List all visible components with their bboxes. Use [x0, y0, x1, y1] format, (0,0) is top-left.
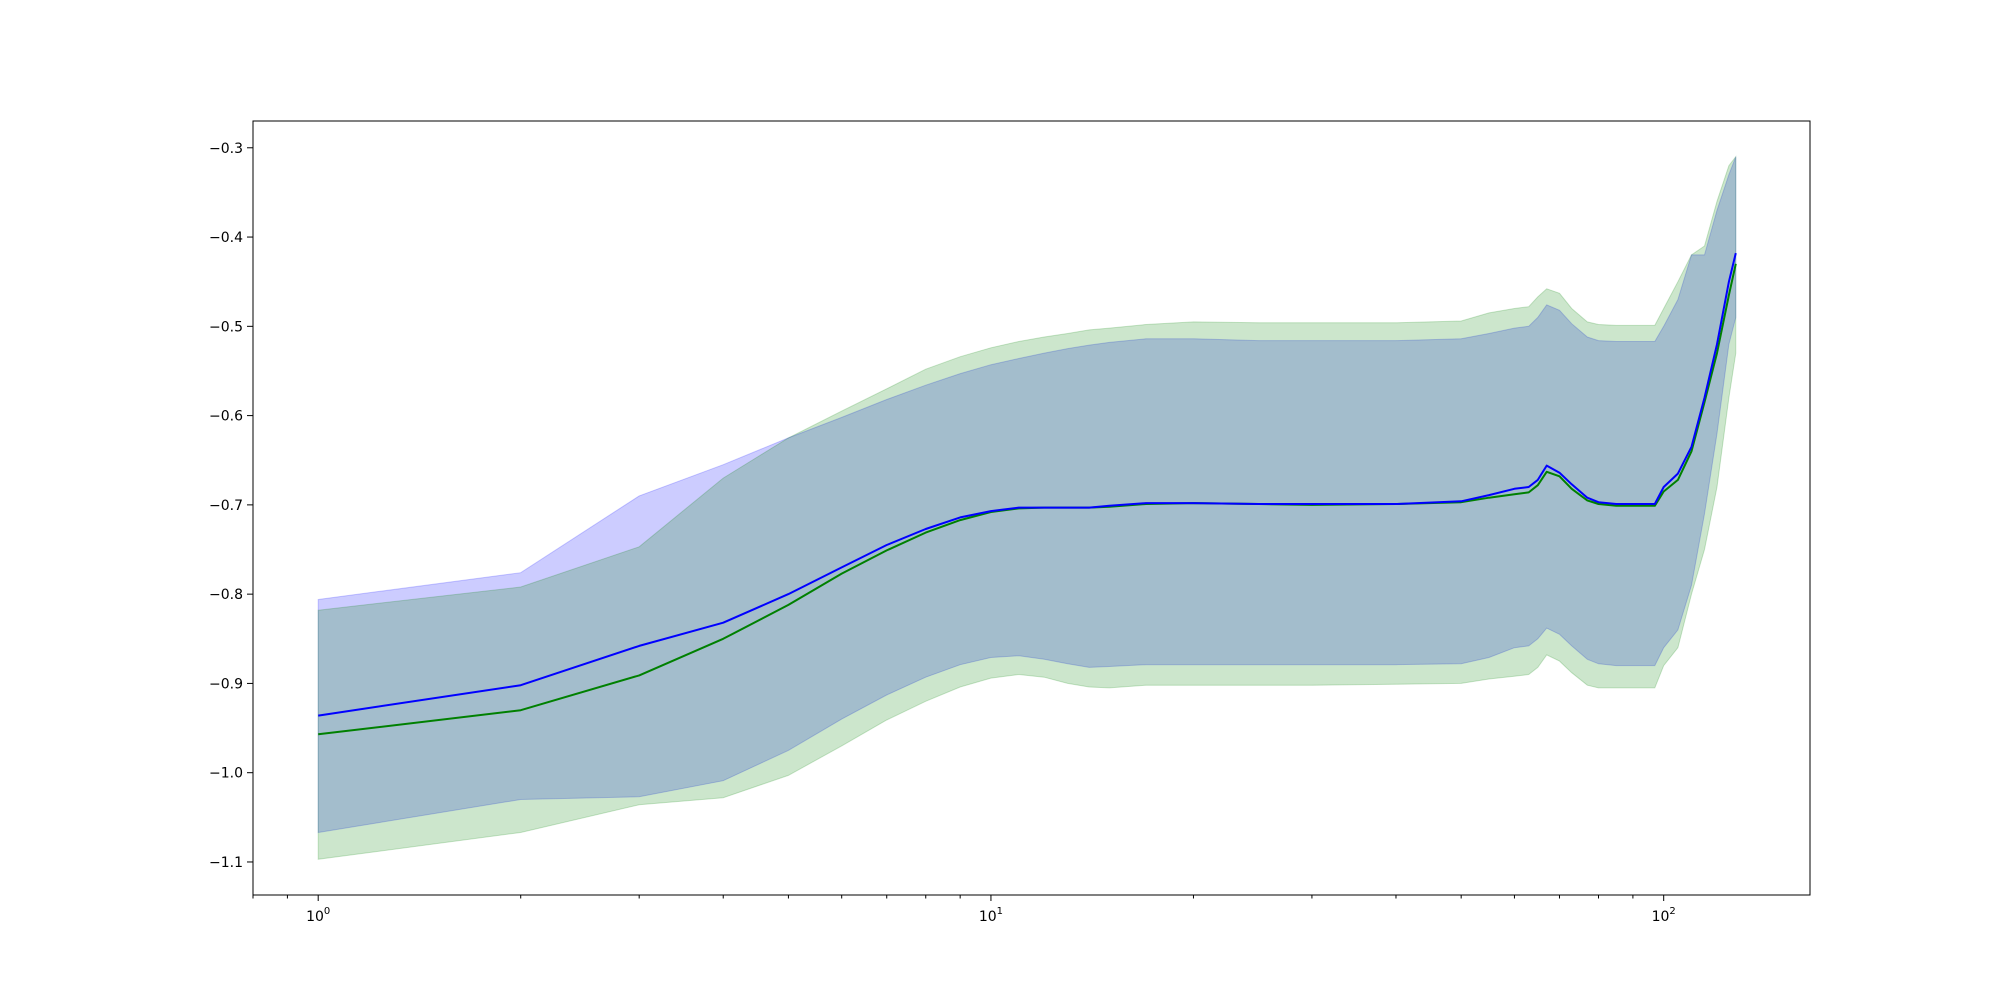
band-series-0 — [317, 156, 1737, 834]
y-tick-label: −0.9 — [209, 676, 243, 692]
y-axis: −1.1 −1.0 −0.9 −0.8 −0.7 −0.6 −0.5 −0.4 −0.3 — [209, 141, 253, 871]
y-tick-label: −0.8 — [209, 587, 243, 603]
y-tick-label: −0.4 — [209, 230, 243, 246]
x-tick-label: 101 — [979, 906, 1003, 925]
x-tick-label: 100 — [306, 906, 330, 925]
series-lines — [318, 252, 1737, 736]
y-tick-label: −0.5 — [209, 319, 243, 335]
x-axis: 100 101 102 — [252, 895, 1676, 925]
y-tick-label: −0.3 — [209, 141, 243, 157]
y-tick-label: −1.0 — [209, 766, 243, 782]
plot-frame — [252, 120, 1811, 896]
y-tick-label: −0.7 — [209, 498, 243, 514]
line-series-0 — [318, 252, 1737, 717]
x-tick-label: 102 — [1652, 906, 1676, 925]
y-tick-label: −0.6 — [209, 409, 243, 425]
y-tick-label: −1.1 — [209, 855, 243, 871]
